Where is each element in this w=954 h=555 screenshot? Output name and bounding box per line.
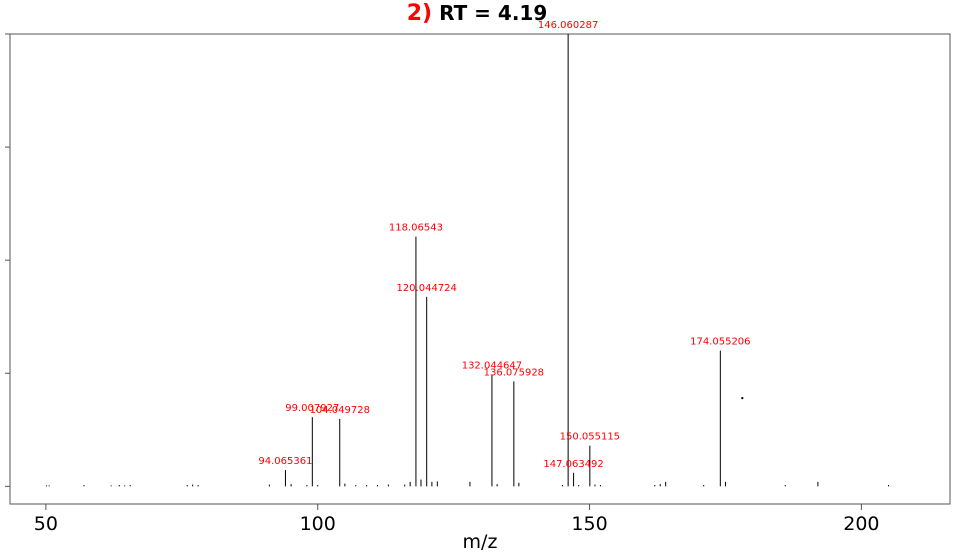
peak-label-1: 99.007927	[285, 403, 339, 414]
peak-label-3: 118.06543	[389, 223, 443, 234]
plot-frame	[9, 33, 951, 505]
chart-title-text: RT = 4.19	[439, 1, 548, 25]
labeled-peaks	[284, 34, 721, 487]
peak-label-7: 146.060287	[538, 20, 598, 31]
minor-peaks	[45, 479, 890, 487]
x-axis: 50 100 150 200	[34, 504, 880, 535]
peak-label-8: 147.063492	[543, 459, 603, 470]
peak-label-4: 120.044724	[396, 283, 456, 294]
x-tick-label-0: 50	[34, 513, 58, 535]
peak-label-10: 174.055206	[690, 337, 750, 348]
peak-label-6: 136.075928	[484, 367, 544, 378]
peak-label-0: 94.065361	[258, 456, 312, 467]
peak-label-5: 132.044647	[462, 361, 522, 372]
annotations	[741, 397, 744, 400]
y-axis	[5, 33, 10, 487]
peak-label-2: 104.049728	[310, 405, 370, 416]
chart-title-number: 2)	[406, 1, 433, 26]
peak-label-9: 150.055115	[560, 432, 620, 443]
x-axis-title: m/z	[463, 531, 498, 553]
x-tick-label-1: 100	[300, 513, 336, 535]
annotation-dot-0	[741, 397, 744, 400]
x-tick-label-2: 150	[571, 513, 607, 535]
chart-title: 2) RT = 4.19	[0, 0, 954, 26]
x-tick-label-3: 200	[843, 513, 879, 535]
